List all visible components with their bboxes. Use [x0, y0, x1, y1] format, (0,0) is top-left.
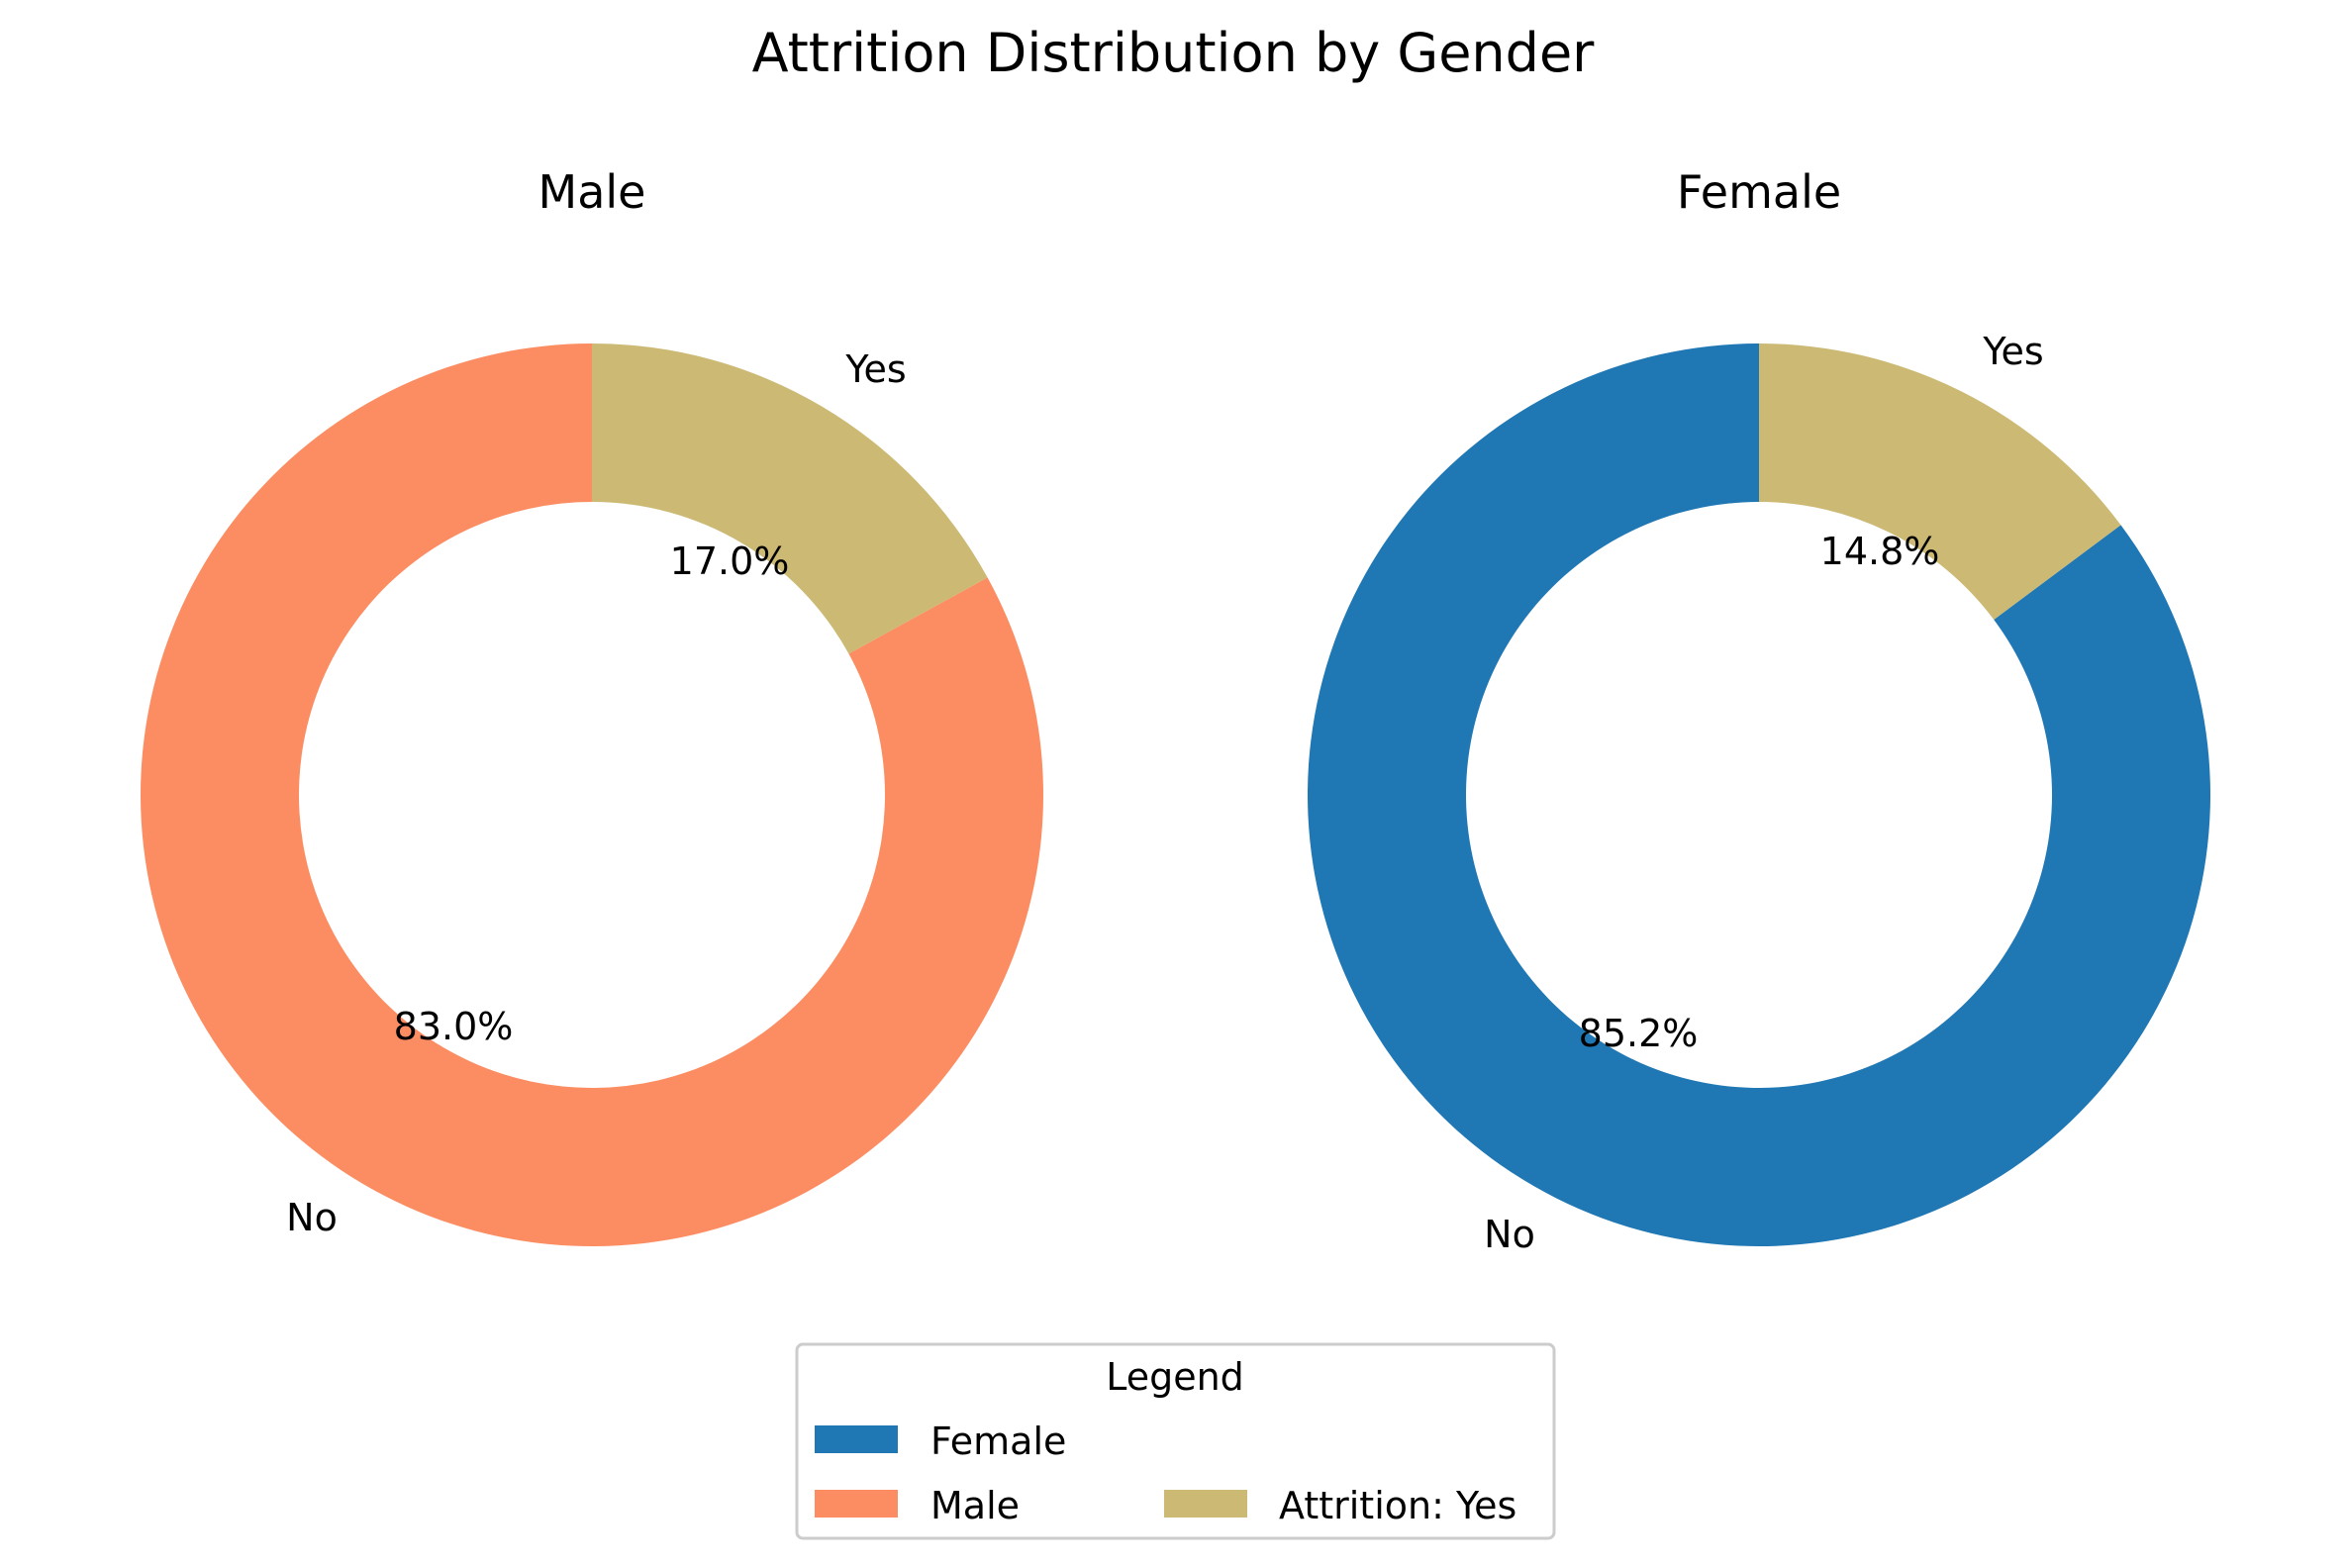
legend-label-attrition-yes: Attrition: Yes [1279, 1484, 1516, 1527]
female-slice-no [1307, 343, 2210, 1247]
male-chart-title: Male [538, 165, 646, 219]
male-slice-yes [592, 343, 988, 654]
legend-title: Legend [1106, 1355, 1244, 1399]
male-pct-yes: 17.0% [670, 539, 790, 583]
male-label-no: No [286, 1196, 338, 1239]
female-donut: Female No Yes 85.2% 14.8% [1307, 165, 2210, 1256]
legend-label-female: Female [930, 1420, 1066, 1463]
chart-title: Attrition Distribution by Gender [752, 22, 1596, 84]
female-pct-no: 85.2% [1579, 1012, 1699, 1055]
male-donut: Male No Yes 83.0% 17.0% [140, 165, 1044, 1246]
female-donut-slices [1307, 343, 2210, 1247]
legend-frame [795, 1342, 1556, 1540]
female-pct-yes: 14.8% [1820, 530, 1940, 573]
female-label-no: No [1484, 1213, 1535, 1256]
legend-label-male: Male [930, 1484, 1020, 1527]
female-chart-title: Female [1677, 165, 1841, 219]
legend: Legend Female Male Attrition: Yes [795, 1342, 1556, 1540]
male-pct-no: 83.0% [394, 1005, 514, 1048]
legend-swatch-attrition-yes [1164, 1490, 1247, 1518]
female-slice-yes [1759, 343, 2121, 621]
legend-swatch-male [815, 1490, 898, 1518]
male-donut-slices [140, 343, 1044, 1246]
male-slice-no [140, 343, 1044, 1246]
female-label-yes: Yes [1982, 330, 2043, 373]
male-label-yes: Yes [844, 347, 906, 391]
legend-swatch-female [815, 1425, 898, 1453]
